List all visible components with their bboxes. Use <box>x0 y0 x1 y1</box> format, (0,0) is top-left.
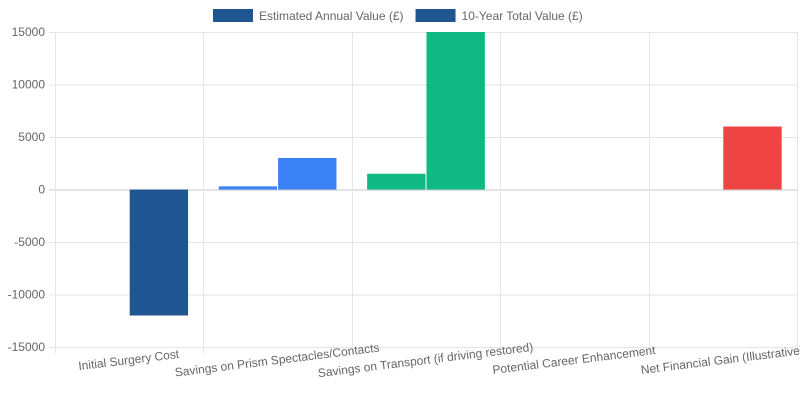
x-tick-label: Net Financial Gain (Illustrative) <box>640 343 800 377</box>
y-tick-label: -10000 <box>8 288 46 302</box>
y-tick-label: -5000 <box>14 235 45 249</box>
legend-label: 10-Year Total Value (£) <box>462 9 583 23</box>
y-tick-label: 15000 <box>12 25 46 39</box>
bar[interactable] <box>129 189 189 316</box>
y-tick-label: 5000 <box>18 130 45 144</box>
x-tick-label: Initial Surgery Cost <box>78 347 181 373</box>
y-axis: 15000 10000 5000 0 -5000 -10000 -15000 <box>8 25 46 354</box>
legend-item[interactable]: Estimated Annual Value (£) <box>213 9 404 23</box>
y-tick-label: 0 <box>38 183 45 197</box>
bar[interactable] <box>367 173 426 190</box>
bar[interactable] <box>426 32 485 190</box>
legend-label: Estimated Annual Value (£) <box>259 9 404 23</box>
bar[interactable] <box>723 126 782 190</box>
y-tick-label: 10000 <box>12 78 46 92</box>
bar[interactable] <box>218 186 278 190</box>
legend-swatch <box>415 9 456 22</box>
bar-series <box>129 32 782 316</box>
legend-item[interactable]: 10-Year Total Value (£) <box>415 9 583 23</box>
y-tick-label: -15000 <box>8 340 46 354</box>
chart-legend: Estimated Annual Value (£) 10-Year Total … <box>213 9 583 23</box>
legend-swatch <box>213 9 253 22</box>
bar[interactable] <box>278 158 337 190</box>
